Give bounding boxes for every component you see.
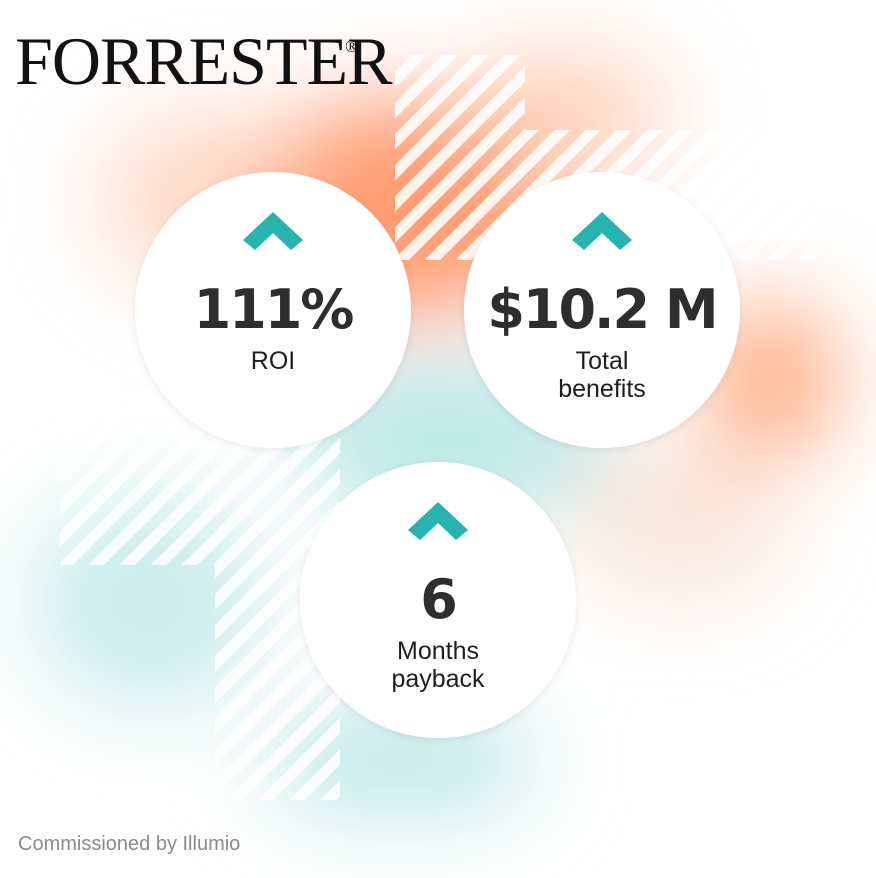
chevron-up (243, 212, 303, 250)
circle (300, 462, 576, 738)
stat-label: payback (391, 665, 485, 693)
stripe-block (60, 420, 340, 800)
stat-value: 111% (194, 278, 354, 341)
chevron-up (408, 502, 468, 540)
stat-label: benefits (558, 375, 646, 403)
stat-circle: 111% ROI (135, 172, 411, 448)
stat-label: Total (576, 347, 629, 375)
stat-label: ROI (251, 347, 295, 375)
circle (464, 172, 740, 448)
chevron-up (572, 212, 632, 250)
stat-label: Months (397, 637, 479, 665)
footer: Commissioned by Illumio (18, 833, 240, 855)
logo: FORRESTER (15, 23, 393, 99)
stripe-block (395, 55, 820, 260)
stat-value: $10.2 M (487, 278, 716, 341)
logo-mark: ® (345, 36, 359, 56)
stat-value: 6 (420, 568, 456, 631)
circle (135, 172, 411, 448)
